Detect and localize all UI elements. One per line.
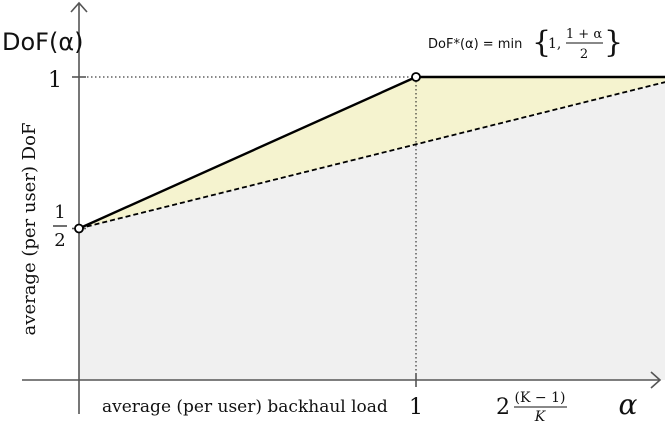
achievable-region bbox=[79, 77, 665, 380]
y-axis-title: DoF(α) bbox=[2, 28, 84, 56]
formula-one: 1, bbox=[548, 36, 561, 52]
lower-bound-dashed-line bbox=[78, 81, 665, 230]
x-tick-label-1: 1 bbox=[409, 395, 423, 420]
marker-x1 bbox=[411, 72, 421, 82]
y-tick-label-1: 1 bbox=[48, 68, 62, 93]
y-tick-label-half-num: 1 bbox=[54, 202, 65, 223]
gap-region bbox=[79, 77, 665, 229]
x-axis-title: α bbox=[619, 388, 638, 421]
formula-frac-den: 2 bbox=[580, 47, 588, 62]
x-tick-label-2-num: (K − 1) bbox=[515, 390, 566, 406]
x-tick-label-2-main: 2 bbox=[496, 395, 510, 420]
x-axis-arrow bbox=[650, 371, 662, 389]
marker-start bbox=[74, 223, 84, 234]
formula-frac-num: 1 + α bbox=[566, 27, 602, 42]
formula-left-brace: { bbox=[532, 25, 551, 60]
x-tick-label-2-den: K bbox=[534, 409, 547, 425]
formula-right-brace: } bbox=[604, 25, 623, 60]
y-tick-label-half-den: 2 bbox=[54, 230, 65, 251]
y-axis-arrow bbox=[70, 1, 88, 13]
formula-lhs: DoF*(α) = min bbox=[428, 37, 522, 52]
x-axis-caption: average (per user) backhaul load bbox=[102, 397, 388, 417]
y-axis-caption: average (per user) DoF bbox=[19, 123, 40, 336]
formula-annotation: DoF*(α) = min { 1, 1 + α 2 } bbox=[428, 25, 623, 62]
